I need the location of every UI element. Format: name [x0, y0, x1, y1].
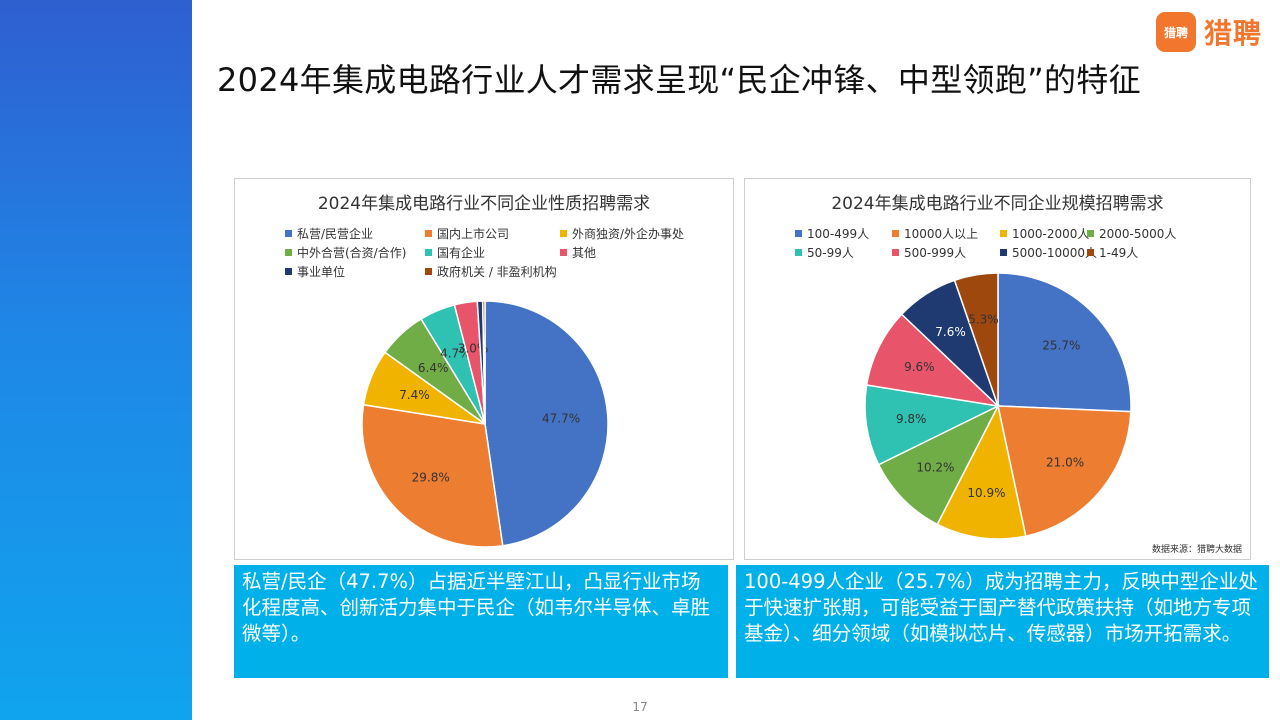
pie-data-label: 25.7%	[1042, 338, 1080, 352]
legend-item: 事业单位	[285, 263, 345, 280]
legend-swatch	[892, 230, 899, 237]
legend-swatch	[795, 249, 802, 256]
chart-title: 2024年集成电路行业不同企业规模招聘需求	[831, 194, 1164, 214]
legend-item: 1-49人	[1087, 244, 1138, 261]
legend-swatch	[1087, 230, 1094, 237]
legend-item: 500-999人	[892, 244, 966, 261]
pie-data-label: 47.7%	[542, 411, 580, 425]
legend-label: 50-99人	[807, 246, 854, 260]
legend-item: 私营/民营企业	[285, 225, 373, 242]
legend-label: 100-499人	[807, 227, 870, 241]
chart-panel-enterprise-type: 2024年集成电路行业不同企业性质招聘需求 私营/民营企业 国内上市公司 外商独资/…	[234, 178, 734, 560]
legend-swatch	[425, 268, 432, 275]
legend-item: 中外合营(合资/合作)	[285, 244, 406, 261]
legend-item: 2000-5000人	[1087, 225, 1176, 242]
pie-data-label: 6.4%	[418, 361, 449, 375]
legend-label: 1000-2000人	[1012, 227, 1090, 241]
pie-data-label: 7.6%	[935, 325, 966, 339]
pie-chart-enterprise-type: 47.7%29.8%7.4%6.4%4.7%3.0%	[361, 300, 609, 548]
legend-swatch	[425, 249, 432, 256]
logo-text: 猎聘	[1204, 17, 1263, 50]
legend-swatch	[285, 230, 292, 237]
page-title: 2024年集成电路行业人才需求呈现“民企冲锋、中型领跑”的特征	[217, 61, 1141, 99]
legend-label: 国有企业	[437, 246, 486, 260]
pie-data-label: 10.2%	[916, 461, 954, 475]
logo-badge-icon: 猎聘	[1156, 12, 1196, 52]
legend-swatch	[285, 249, 292, 256]
caption-enterprise-type: 私营/民企（47.7%）占据近半壁江山，凸显行业市场化程度高、创新活力集中于民企…	[234, 565, 728, 678]
legend-label: 500-999人	[904, 246, 967, 260]
pie-slice	[877, 404, 1000, 526]
legend-swatch	[425, 230, 432, 237]
pie-slice	[936, 403, 1027, 540]
legend-label: 1-49人	[1099, 246, 1139, 260]
legend-item: 国内上市公司	[425, 225, 509, 242]
legend-label: 事业单位	[297, 265, 346, 279]
legend-item: 100-499人	[795, 225, 869, 242]
legend-swatch	[560, 249, 567, 256]
pie-slice	[481, 300, 486, 425]
legend-label: 政府机关 / 非盈利机构	[437, 265, 557, 279]
legend-label: 外商独资/外企办事处	[572, 227, 685, 241]
legend-swatch	[285, 268, 292, 275]
pie-slice	[953, 272, 999, 407]
legend-item: 政府机关 / 非盈利机构	[425, 263, 557, 280]
legend-label: 2000-5000人	[1099, 227, 1177, 241]
pie-data-label: 9.8%	[896, 412, 927, 426]
pie-data-label: 9.6%	[904, 360, 935, 374]
legend-item: 1000-2000人	[1000, 225, 1089, 242]
legend-label: 私营/民营企业	[297, 227, 374, 241]
pie-slice	[865, 313, 1001, 408]
legend-swatch	[795, 230, 802, 237]
legend-swatch	[1000, 249, 1007, 256]
legend-label: 国内上市公司	[437, 227, 510, 241]
pie-slice	[997, 272, 1132, 413]
legend-label: 10000人以上	[904, 227, 979, 241]
legend-item: 10000人以上	[892, 225, 978, 242]
pie-slice	[484, 300, 609, 547]
legend-label: 其他	[572, 246, 597, 260]
legend-item: 其他	[560, 244, 596, 261]
legend-item: 外商独资/外企办事处	[560, 225, 684, 242]
pie-data-label: 10.9%	[967, 486, 1005, 500]
pie-data-label: 29.8%	[412, 471, 450, 485]
page-number: 17	[632, 700, 648, 714]
chart-title: 2024年集成电路行业不同企业性质招聘需求	[317, 194, 651, 214]
legend-item: 5000-10000人	[1000, 244, 1097, 261]
pie-data-label: 4.7%	[440, 347, 471, 361]
legend-swatch	[1000, 230, 1007, 237]
legend-label: 中外合营(合资/合作)	[297, 246, 407, 260]
pie-chart-enterprise-size: 25.7% 21.0% 10.9% 10.2% 9.8% 9.6% 7.6%5.3%	[864, 272, 1132, 540]
legend-swatch	[1087, 249, 1094, 256]
liepin-logo: 猎聘 猎聘	[1156, 12, 1262, 52]
pie-data-label: 21.0%	[1046, 456, 1084, 470]
pie-data-label: 5.3%	[968, 312, 999, 326]
caption-enterprise-size: 100-499人企业（25.7%）成为招聘主力，反映中型企业处于快速扩张期，可能…	[736, 565, 1269, 678]
pie-slice	[997, 405, 1132, 537]
sidebar-gradient	[0, 0, 192, 720]
chart-panel-enterprise-size: 2024年集成电路行业不同企业规模招聘需求 100-499人 10000人以上 10…	[744, 178, 1251, 560]
legend-item: 国有企业	[425, 244, 485, 261]
data-source-note: 数据来源：猎聘大数据	[1151, 545, 1242, 555]
pie-slice	[864, 384, 1001, 466]
legend-swatch	[892, 249, 899, 256]
legend-swatch	[560, 230, 567, 237]
pie-data-label: 7.4%	[399, 388, 430, 402]
legend-item: 50-99人	[795, 244, 854, 261]
legend-label: 5000-10000人	[1012, 246, 1098, 260]
pie-slice	[361, 403, 504, 548]
